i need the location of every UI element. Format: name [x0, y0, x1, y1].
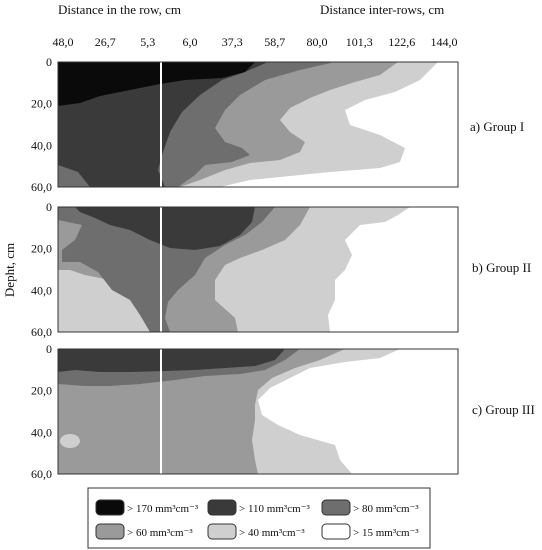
y-tick-label: 0: [46, 342, 52, 356]
x-tick-labels: 48,0 26,7 5,3 6,0 37,3 58,7 80,0 101,3 122,6 144,…: [53, 35, 458, 49]
panel-2-zone-110: [75, 207, 255, 250]
x-tick-label: 122,6: [388, 35, 415, 49]
panel-group-2: b) Group II: [57, 206, 531, 333]
panel-3-label: c) Group III: [472, 402, 535, 417]
y-tick-label: 20,0: [31, 97, 52, 111]
x-label-in-row: Distance in the row, cm: [58, 2, 181, 17]
x-tick-label: 26,7: [95, 35, 116, 49]
legend-swatch: [207, 523, 237, 540]
panel-1-frame: [57, 61, 459, 188]
x-label-inter-rows: Distance inter-rows, cm: [320, 2, 444, 17]
legend-swatch: [207, 499, 237, 516]
legend-label: > 60 mm³cm⁻³: [127, 527, 193, 539]
x-tick-label: 6,0: [183, 35, 198, 49]
panel-2-frame: [57, 206, 459, 333]
legend: > 170 mm³cm⁻³ > 110 mm³cm⁻³ > 80 mm³cm⁻³ > …: [87, 487, 431, 549]
legend-label: > 15 mm³cm⁻³: [353, 527, 419, 539]
x-tick-label: 101,3: [346, 35, 373, 49]
y-axis-label: Depht, cm: [2, 243, 17, 297]
x-tick-label: 58,7: [264, 35, 285, 49]
y-tick-label: 40,0: [31, 138, 52, 152]
y-tick-label: 40,0: [31, 425, 52, 439]
panel-group-3: c) Group III: [57, 348, 535, 475]
panel-group-1: a) Group I: [57, 61, 524, 188]
y-tick-label: 0: [46, 200, 52, 214]
legend-items: > 170 mm³cm⁻³ > 110 mm³cm⁻³ > 80 mm³cm⁻³ > …: [95, 499, 419, 540]
y-tick-label: 20,0: [31, 242, 52, 256]
legend-swatch: [321, 523, 351, 540]
x-tick-label: 80,0: [307, 35, 328, 49]
legend-label: > 110 mm³cm⁻³: [239, 503, 310, 515]
y-tick-label: 0: [46, 55, 52, 69]
y-tick-label: 60,0: [31, 180, 52, 194]
legend-swatch: [95, 523, 125, 540]
y-tick-label: 60,0: [31, 325, 52, 339]
legend-label: > 170 mm³cm⁻³: [127, 503, 199, 515]
panel-2-label: b) Group II: [472, 260, 531, 275]
legend-label: > 80 mm³cm⁻³: [353, 503, 419, 515]
panel-1-label: a) Group I: [470, 119, 524, 134]
x-tick-label: 48,0: [53, 35, 74, 49]
panel-3-zone-110: [58, 349, 285, 372]
panel-1-zone-170: [58, 62, 255, 106]
legend-frame: [87, 487, 431, 549]
legend-label: > 40 mm³cm⁻³: [239, 527, 305, 539]
panel-3-frame: [57, 348, 459, 475]
legend-swatch: [95, 499, 125, 516]
y-tick-label: 60,0: [31, 467, 52, 481]
legend-swatch: [321, 499, 351, 516]
x-tick-label: 5,3: [140, 35, 155, 49]
y-tick-labels: 0 20,0 40,0 60,0 0 20,0 40,0 60,0 0 20,0 40,0 60,0: [31, 55, 52, 481]
y-tick-label: 40,0: [31, 283, 52, 297]
x-tick-label: 144,0: [431, 35, 458, 49]
x-tick-label: 37,3: [222, 35, 243, 49]
panel-3-light-patch: [60, 434, 80, 448]
y-tick-label: 20,0: [31, 384, 52, 398]
